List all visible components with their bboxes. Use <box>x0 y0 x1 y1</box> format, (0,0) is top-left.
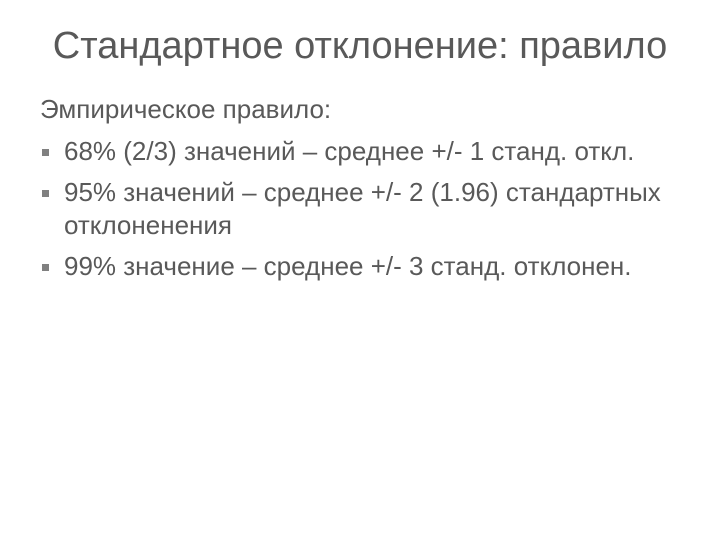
list-item: 99% значение – среднее +/- 3 станд. откл… <box>40 250 680 283</box>
slide-subheading: Эмпирическое правило: <box>40 94 680 125</box>
slide: Стандартное отклонение: правило Эмпириче… <box>0 0 720 540</box>
list-item: 95% значений – среднее +/- 2 (1.96) стан… <box>40 176 680 243</box>
bullet-list: 68% (2/3) значений – среднее +/- 1 станд… <box>40 135 680 284</box>
slide-title: Стандартное отклонение: правило <box>40 24 680 70</box>
list-item: 68% (2/3) значений – среднее +/- 1 станд… <box>40 135 680 168</box>
